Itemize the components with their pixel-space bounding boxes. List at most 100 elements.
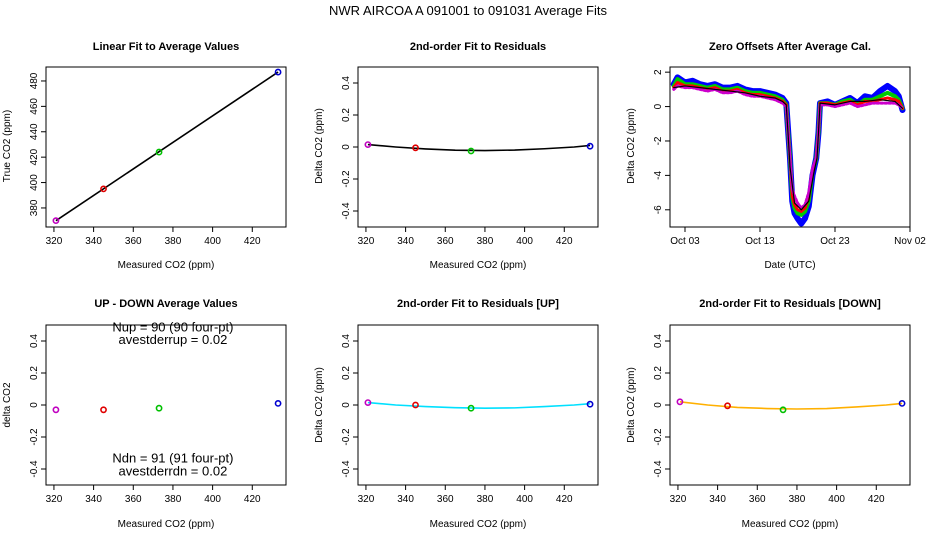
xtick-label: 380	[477, 236, 494, 247]
plot-linear: 320 340 360 380 400 420 380 400 420 440 460 480	[29, 66, 287, 247]
xtick-label: 340	[397, 236, 414, 247]
plot-resid_up: 320 340 360 380 400 420 -0.4 -0.2 0 0.2 0.4	[341, 324, 599, 505]
xtick-label: 320	[358, 236, 375, 247]
series-line-magenta	[672, 84, 904, 210]
xtick-label: 360	[125, 236, 142, 247]
fit-line	[367, 143, 591, 152]
panel-updown: UP - DOWN Average Values Measured CO2 (p…	[2, 298, 238, 530]
panel-zero-offsets: Zero Offsets After Average Cal. Date (UT…	[626, 41, 871, 271]
xtick-label: 340	[85, 236, 102, 247]
data-point	[274, 68, 282, 76]
ytick-label: 2	[653, 69, 664, 75]
xtick-label: Oct 13	[745, 236, 775, 247]
ytick-label: 400	[29, 174, 40, 191]
ytick-label: 380	[29, 199, 40, 216]
xtick-label: 400	[516, 236, 533, 247]
fit-line	[55, 71, 279, 222]
xtick-label: 360	[437, 236, 454, 247]
data-point	[52, 217, 60, 225]
panel-residual-up: 2nd-order Fit to Residuals [UP] Measured…	[314, 298, 559, 530]
plot-resid_down: 320 340 360 380 400 420 -0.4 -0.2 0 0.2 0.4	[653, 324, 911, 505]
fit-line	[679, 401, 903, 410]
ytick-label: 0	[653, 103, 664, 109]
ytick-label: 0.2	[341, 108, 352, 122]
xtick-label: 420	[244, 494, 261, 505]
ylabel-zero-offsets: Delta CO2 (ppm)	[626, 108, 637, 184]
xtick-label: 420	[868, 494, 885, 505]
xtick-label: 380	[789, 494, 806, 505]
data-point	[100, 406, 107, 414]
ytick-label: 0.4	[653, 334, 664, 348]
data-point	[155, 404, 163, 412]
data-point	[467, 404, 475, 412]
ytick-label: -0.4	[653, 460, 664, 478]
xtick-label: 380	[165, 236, 182, 247]
panel-title-zero-offsets: Zero Offsets After Average Cal.	[709, 41, 871, 53]
ytick-label: 0.2	[29, 366, 40, 380]
ytick-label: 0	[653, 402, 664, 408]
xtick-label: Oct 03	[670, 236, 700, 247]
xtick-label: 320	[46, 494, 63, 505]
panel-title-linear-fit: Linear Fit to Average Values	[93, 41, 240, 53]
ytick-label: -0.2	[341, 170, 352, 188]
xtick-label: Nov 02	[894, 236, 926, 247]
fit-line	[367, 401, 591, 410]
ylabel-updown: delta CO2	[2, 382, 13, 427]
axes-frame-zero	[669, 66, 911, 228]
xtick-label: 320	[670, 494, 687, 505]
xtick-label: 360	[749, 494, 766, 505]
ytick-label: -0.4	[341, 460, 352, 478]
xtick-label: 400	[828, 494, 845, 505]
ytick-label: -0.2	[341, 428, 352, 446]
data-point	[412, 144, 419, 152]
panel-title-residual-fit: 2nd-order Fit to Residuals	[410, 41, 546, 53]
data-point	[274, 399, 282, 407]
plot-resid: 320 340 360 380 400 420 -0.4 -0.2 0 0.2 0.4	[341, 66, 599, 247]
panel-title-residual-up: 2nd-order Fit to Residuals [UP]	[397, 298, 559, 310]
annotation-text: Nup = 90 (90 four-pt)	[112, 319, 233, 334]
data-point	[412, 401, 419, 409]
xtick-label: Oct 23	[820, 236, 850, 247]
ytick-label: 420	[29, 148, 40, 165]
xtick-label: 400	[204, 494, 221, 505]
ylabel-residual-fit: Delta CO2 (ppm)	[314, 108, 325, 184]
ytick-label: -6	[653, 205, 664, 214]
series-line-black	[673, 85, 904, 211]
xtick-label: 360	[437, 494, 454, 505]
panel-linear-fit: Linear Fit to Average Values Measured CO…	[2, 41, 239, 271]
xtick-label: 400	[516, 494, 533, 505]
axes-frame-linear	[45, 66, 287, 228]
ytick-label: 0.4	[341, 334, 352, 348]
ytick-label: 0.4	[29, 334, 40, 348]
data-point	[779, 406, 787, 414]
data-point	[364, 141, 372, 148]
ytick-label: 0.2	[341, 366, 352, 380]
annotation-text: avestderrup = 0.02	[119, 332, 228, 347]
xtick-label: 380	[165, 494, 182, 505]
ylabel-residual-down: Delta CO2 (ppm)	[626, 367, 637, 443]
ytick-label: 0	[341, 144, 352, 150]
xtick-label: 380	[477, 494, 494, 505]
xlabel-residual-down: Measured CO2 (ppm)	[742, 519, 839, 530]
data-point	[676, 398, 684, 406]
ytick-label: 0	[29, 402, 40, 408]
xtick-label: 320	[358, 494, 375, 505]
ylabel-linear-fit: True CO2 (ppm)	[2, 110, 13, 182]
xlabel-residual-up: Measured CO2 (ppm)	[430, 519, 527, 530]
data-point	[155, 148, 163, 156]
figure-title: NWR AIRCOA A 091001 to 091031 Average Fi…	[329, 3, 607, 18]
panel-residual-fit: 2nd-order Fit to Residuals Measured CO2 …	[314, 41, 546, 271]
ytick-label: -0.2	[653, 428, 664, 446]
xlabel-linear-fit: Measured CO2 (ppm)	[118, 260, 215, 271]
ytick-label: 0	[341, 402, 352, 408]
xlabel-residual-fit: Measured CO2 (ppm)	[430, 260, 527, 271]
panel-residual-down: 2nd-order Fit to Residuals [DOWN] Measur…	[626, 298, 881, 530]
xtick-label: 320	[46, 236, 63, 247]
data-point	[898, 399, 906, 407]
data-point	[100, 185, 107, 193]
data-point	[364, 399, 372, 406]
xtick-label: 400	[204, 236, 221, 247]
ytick-label: 0.4	[341, 76, 352, 90]
xtick-label: 420	[244, 236, 261, 247]
